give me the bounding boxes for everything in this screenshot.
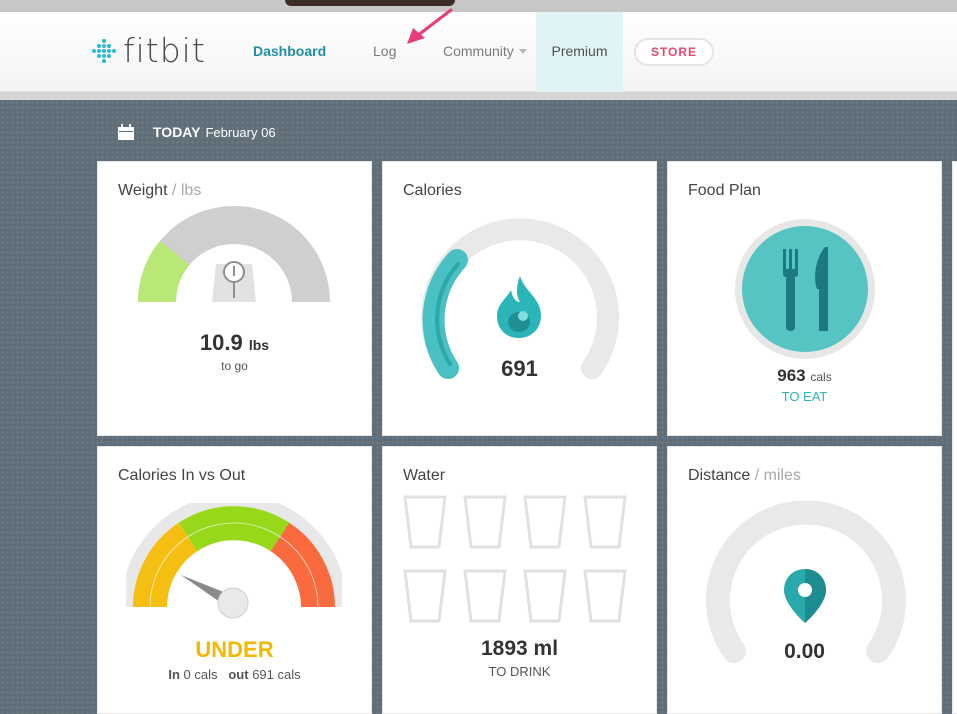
date-value: February 06: [205, 124, 276, 140]
pointer-arrow-icon: [407, 8, 453, 44]
tile-title: Weight / lbs: [118, 182, 202, 199]
calories-value: 691: [501, 356, 538, 381]
tile-title: Water: [403, 467, 446, 484]
scale-icon: [212, 261, 256, 302]
balance-detail: In 0 cals out 691 cals: [168, 667, 301, 682]
flame-icon: [497, 276, 541, 338]
water-glass-icon[interactable]: [523, 569, 567, 623]
nav-community[interactable]: Community: [443, 12, 527, 92]
water-glasses: [403, 495, 643, 625]
balance-status: UNDER: [195, 637, 274, 662]
balance-gauge: [126, 503, 342, 619]
calories-in-out-tile[interactable]: Calories In vs Out UNDER In 0 cals out 6…: [97, 446, 372, 714]
plate-icon: [735, 219, 875, 359]
water-value: 1893 ml: [480, 637, 559, 660]
store-button[interactable]: STORE: [634, 38, 714, 66]
water-glass-icon[interactable]: [403, 495, 447, 549]
food-plan-caption: TO EAT: [781, 389, 828, 404]
weight-tile[interactable]: Weight / lbs 10.9 lbs to go: [97, 161, 372, 436]
water-glass-icon[interactable]: [463, 495, 507, 549]
water-caption: TO DRINK: [488, 664, 551, 679]
fitbit-logo[interactable]: fitbit: [92, 31, 206, 70]
today-label: TODAY: [153, 124, 201, 140]
tile-title: Calories In vs Out: [118, 467, 246, 484]
background-object: [285, 0, 455, 6]
distance-tile[interactable]: Distance / miles 0.00: [667, 446, 942, 714]
next-tile-edge: [952, 161, 957, 714]
calories-tile[interactable]: Calories 691: [382, 161, 657, 436]
water-glass-icon[interactable]: [583, 495, 627, 549]
tile-title: Calories: [403, 182, 462, 199]
nav-community-label: Community: [443, 43, 514, 59]
browser-top-strip: [0, 0, 957, 12]
nav-log[interactable]: Log: [373, 43, 397, 59]
weight-gauge: [138, 206, 330, 303]
chevron-down-icon: [518, 49, 527, 54]
fork-knife-icon: [783, 247, 828, 331]
water-glass-icon[interactable]: [523, 495, 567, 549]
date-bar: TODAY February 06: [118, 122, 276, 142]
distance-value: 0.00: [784, 640, 825, 663]
weight-value: 10.9 lbs: [199, 330, 270, 355]
nav-dashboard[interactable]: Dashboard: [253, 43, 327, 59]
weight-caption: to go: [221, 359, 248, 373]
distance-gauge: [706, 500, 906, 663]
water-glass-icon[interactable]: [403, 569, 447, 623]
food-plan-tile[interactable]: Food Plan 963 cals TO EAT: [667, 161, 942, 436]
nav-premium[interactable]: Premium: [536, 12, 623, 92]
fitbit-dots-icon: [92, 39, 116, 63]
calories-gauge: [421, 218, 619, 379]
location-pin-icon: [784, 569, 826, 623]
header-divider: [0, 92, 957, 100]
water-glass-icon[interactable]: [463, 569, 507, 623]
top-nav-bar: fitbit Dashboard Log Community Premium S…: [0, 12, 957, 101]
tile-title: Food Plan: [688, 182, 761, 199]
tile-title: Distance / miles: [688, 467, 801, 484]
water-tile[interactable]: Water 1893 ml TO DRINK: [382, 446, 657, 714]
logo-text: fitbit: [123, 31, 206, 70]
water-glass-icon[interactable]: [583, 569, 627, 623]
calendar-icon[interactable]: [118, 124, 134, 140]
food-plan-value: 963 cals: [777, 366, 832, 385]
